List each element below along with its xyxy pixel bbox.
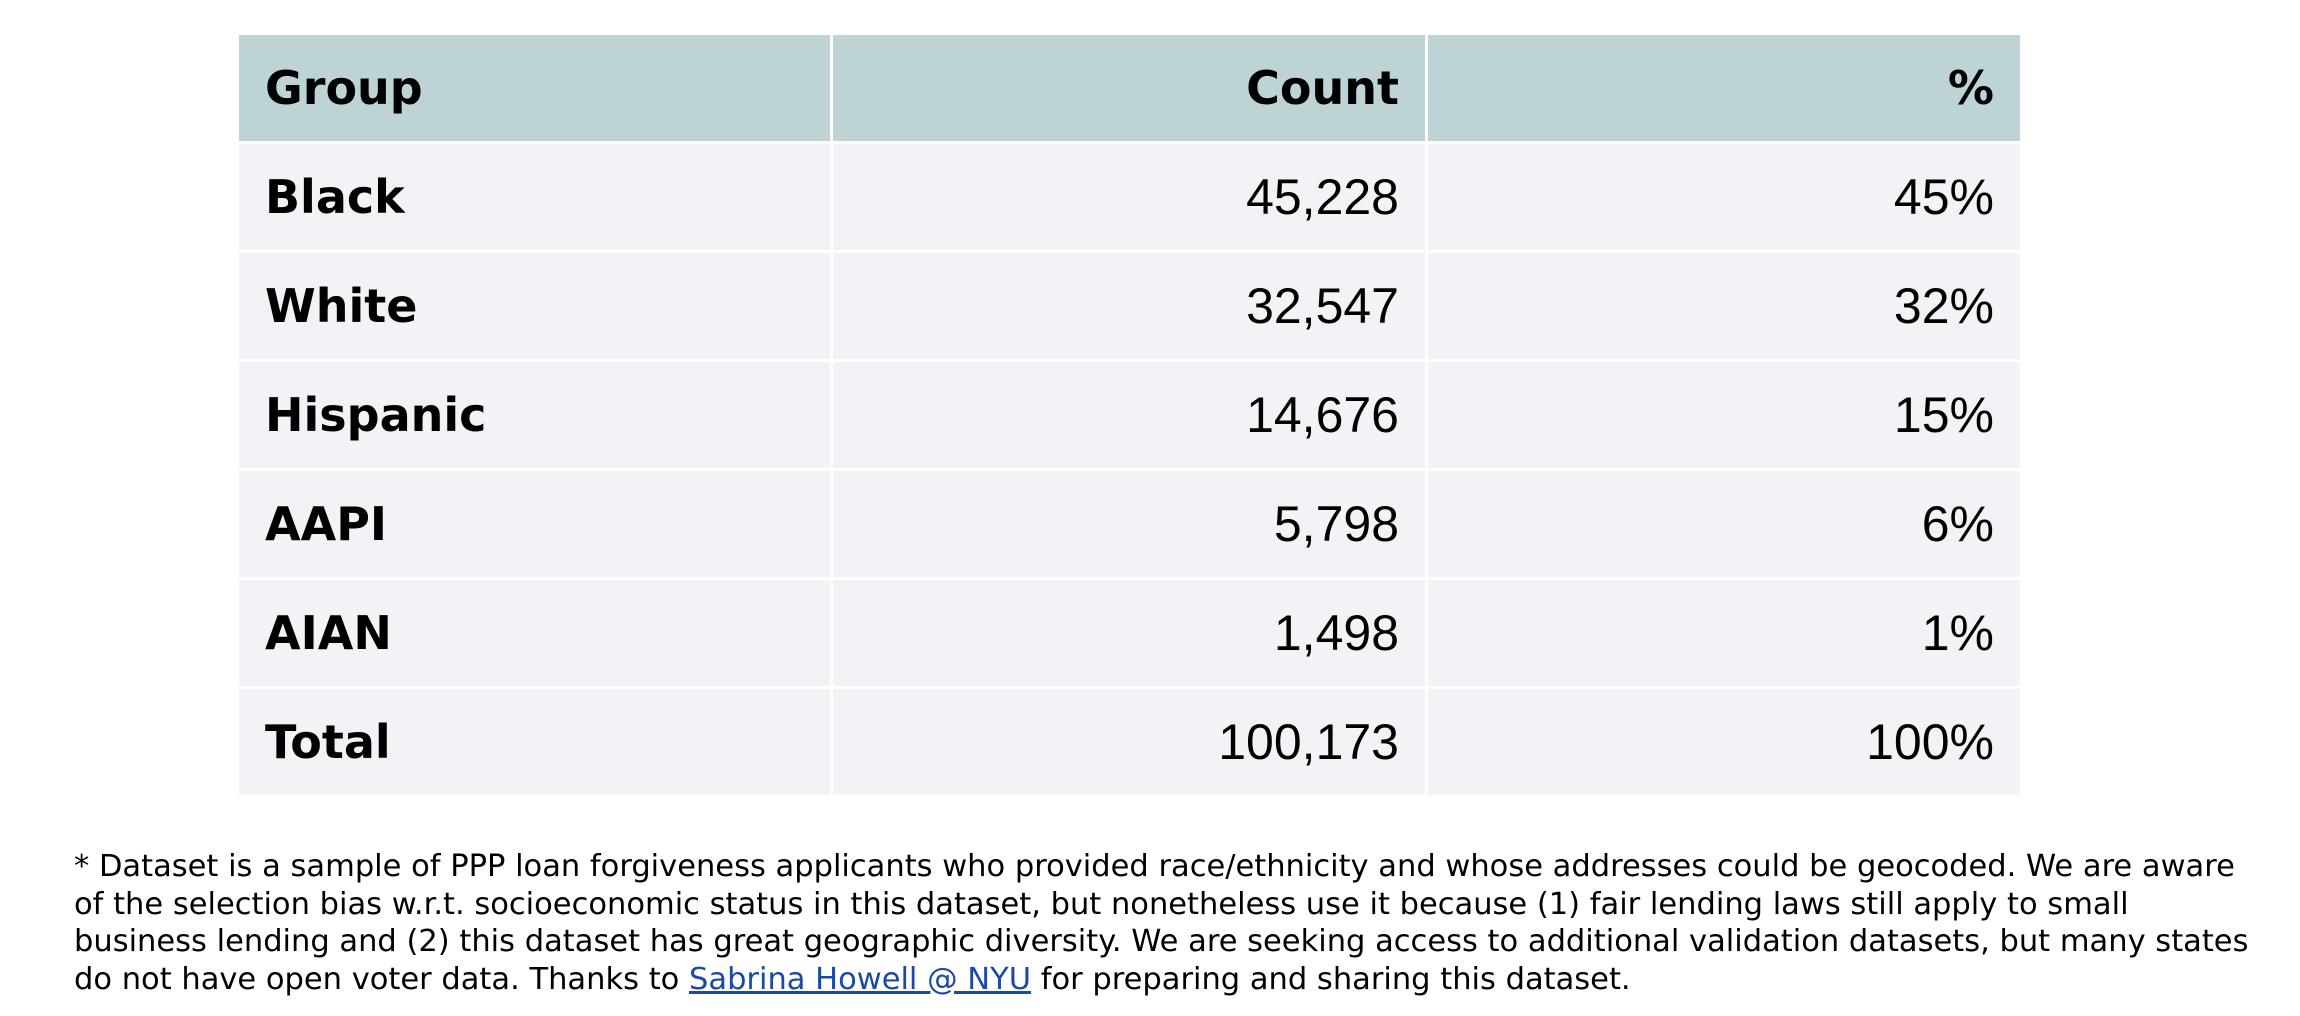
- column-header-group: Group: [236, 32, 833, 144]
- table-row: Hispanic 14,676 15%: [236, 359, 2023, 471]
- footnote-text-end: for preparing and sharing this dataset.: [1031, 961, 1631, 997]
- demographics-table: Group Count % Black 45,228 45% White 32,…: [236, 32, 2023, 798]
- group-cell: AIAN: [236, 577, 833, 689]
- group-cell: AAPI: [236, 468, 833, 580]
- percent-cell: 32%: [1425, 250, 2023, 362]
- table-row: AIAN 1,498 1%: [236, 577, 2023, 689]
- sabrina-howell-link[interactable]: Sabrina Howell @ NYU: [689, 961, 1032, 997]
- percent-cell: 100%: [1425, 686, 2023, 798]
- percent-cell: 1%: [1425, 577, 2023, 689]
- table-body: Black 45,228 45% White 32,547 32% Hispan…: [236, 141, 2023, 798]
- count-cell: 5,798: [830, 468, 1428, 580]
- percent-cell: 45%: [1425, 141, 2023, 253]
- column-header-count: Count: [830, 32, 1428, 144]
- demographics-table-container: Group Count % Black 45,228 45% White 32,…: [236, 32, 2023, 798]
- footnote-text: * Dataset is a sample of PPP loan forgiv…: [74, 849, 2249, 997]
- group-cell: Hispanic: [236, 359, 833, 471]
- table-row-total: Total 100,173 100%: [236, 686, 2023, 798]
- table-row: White 32,547 32%: [236, 250, 2023, 362]
- column-header-percent: %: [1425, 32, 2023, 144]
- table-row: AAPI 5,798 6%: [236, 468, 2023, 580]
- table-header: Group Count %: [236, 32, 2023, 144]
- dataset-footnote: * Dataset is a sample of PPP loan forgiv…: [74, 848, 2254, 998]
- count-cell: 1,498: [830, 577, 1428, 689]
- percent-cell: 6%: [1425, 468, 2023, 580]
- count-cell: 100,173: [830, 686, 1428, 798]
- table-row: Black 45,228 45%: [236, 141, 2023, 253]
- group-cell: Total: [236, 686, 833, 798]
- count-cell: 14,676: [830, 359, 1428, 471]
- group-cell: White: [236, 250, 833, 362]
- count-cell: 32,547: [830, 250, 1428, 362]
- group-cell: Black: [236, 141, 833, 253]
- percent-cell: 15%: [1425, 359, 2023, 471]
- table-header-row: Group Count %: [236, 32, 2023, 144]
- count-cell: 45,228: [830, 141, 1428, 253]
